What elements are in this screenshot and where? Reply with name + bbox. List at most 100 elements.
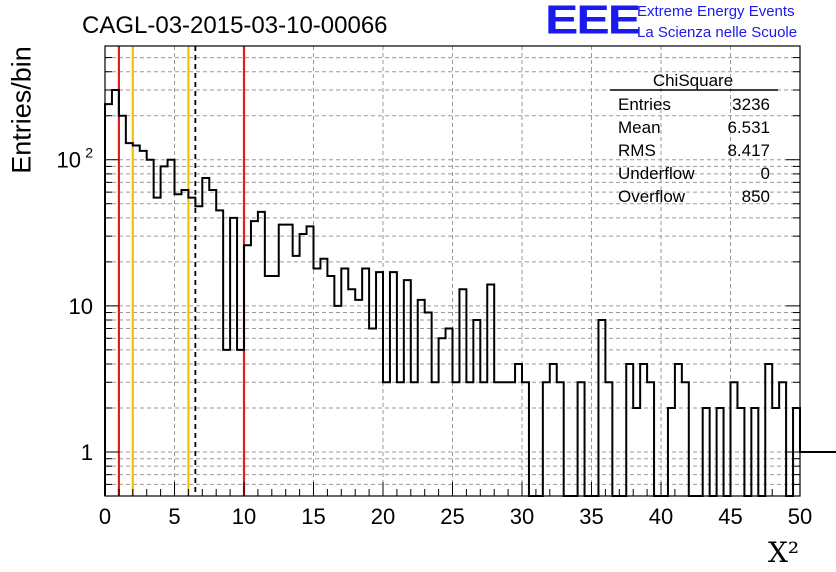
histogram-bin [272,276,279,496]
grid-lines [105,45,800,497]
histogram-bin [459,289,466,496]
histogram-bin [779,382,786,496]
stats-value-mean: 6.531 [727,118,770,137]
stats-label-entries: Entries [618,95,671,114]
histogram-bin [140,151,147,496]
histogram-bin [508,382,515,496]
histogram-bin [626,364,633,496]
histogram-bin [737,408,744,496]
histogram-bin [334,306,341,496]
logo-tagline-1: Extreme Energy Events [637,3,795,20]
histogram-bin [432,382,439,496]
histogram-bin [209,190,216,496]
stats-value-rms: 8.417 [727,141,770,160]
histogram-bin [307,226,314,496]
histogram-bin [404,280,411,496]
stats-label-overflow: Overflow [618,187,686,206]
histogram-bin [341,269,348,496]
x-tick-label: 40 [649,504,673,529]
histogram-bin [223,350,230,496]
histogram-bin [453,382,460,496]
x-tick-label: 0 [99,504,111,529]
histogram-bin [647,382,654,496]
histogram-bin [314,269,321,496]
histogram-bin [765,364,772,496]
histogram-bin [487,285,494,496]
x-tick-label: 15 [301,504,325,529]
stats-label-underflow: Underflow [618,164,695,183]
y-tick-label: 1 [81,440,93,465]
x-tick-label: 30 [510,504,534,529]
histogram-bin [494,382,501,496]
histogram-bin [383,382,390,496]
stats-value-entries: 3236 [732,95,770,114]
histogram-bin [501,382,508,496]
histogram-bin [230,218,237,496]
histogram-bin [320,259,327,496]
histogram-bin [188,198,195,496]
histogram-bin [147,160,154,496]
histogram-bin [181,190,188,496]
histogram-bin [244,245,251,496]
histogram-bin [195,206,202,496]
histogram-bin [578,382,585,496]
histogram-bin [293,256,300,496]
histogram-bin [265,276,272,496]
histogram-bin [119,116,126,496]
histogram-bin [807,452,814,496]
histogram-bin [251,221,258,496]
histogram-bin [668,408,675,496]
x-tick-label: 5 [168,504,180,529]
histogram-bin [557,382,564,496]
stats-value-overflow: 850 [742,187,770,206]
histogram-bin [362,269,369,496]
histogram-bin [425,313,432,496]
stats-label-mean: Mean [618,118,661,137]
histogram-bin [605,382,612,496]
histogram-bin [355,300,362,496]
histogram-bin [473,320,480,496]
y-tick-label: 10 [57,148,81,173]
histogram-bin [480,382,487,496]
histogram-bin [703,408,710,496]
histogram-bin [717,408,724,496]
stats-box: ChiSquare Entries 3236 Mean 6.531 RMS 8.… [610,71,778,206]
histogram-bin [731,382,738,496]
histogram-bin [237,350,244,496]
y-tick-label: 10 [69,294,93,319]
histogram-bin [439,338,446,496]
histogram-bin [258,212,265,496]
histogram-bin [327,276,334,496]
histogram-outline [104,88,836,497]
histogram-bin [286,225,293,496]
histogram-bin [348,289,355,496]
x-tick-label: 50 [788,504,812,529]
histogram-bin [411,382,418,496]
histogram-bin [175,194,182,496]
histogram-bin [640,364,647,496]
histogram-bin [202,178,209,496]
histogram-bin [168,160,175,496]
histogram-bin [418,300,425,496]
histogram-bin [446,329,453,496]
histogram-bin [800,452,807,496]
histogram-bin [814,452,821,496]
histogram-bin [675,364,682,496]
histogram-bin [300,234,307,496]
histogram-bin [522,382,529,496]
histogram-bin [515,364,522,496]
histogram-bin [543,382,550,496]
histogram-bin [390,272,397,496]
x-tick-label: 35 [579,504,603,529]
eee-logo-mark: EEE [545,0,641,43]
histogram-bin [216,210,223,496]
histogram-bin [793,408,800,496]
histogram-bin [133,146,140,496]
histogram-bin [682,382,689,496]
histogram-bin [105,104,112,496]
histogram-bin [369,329,376,496]
x-axis-label: X² [768,536,800,569]
histogram-bin [772,408,779,496]
